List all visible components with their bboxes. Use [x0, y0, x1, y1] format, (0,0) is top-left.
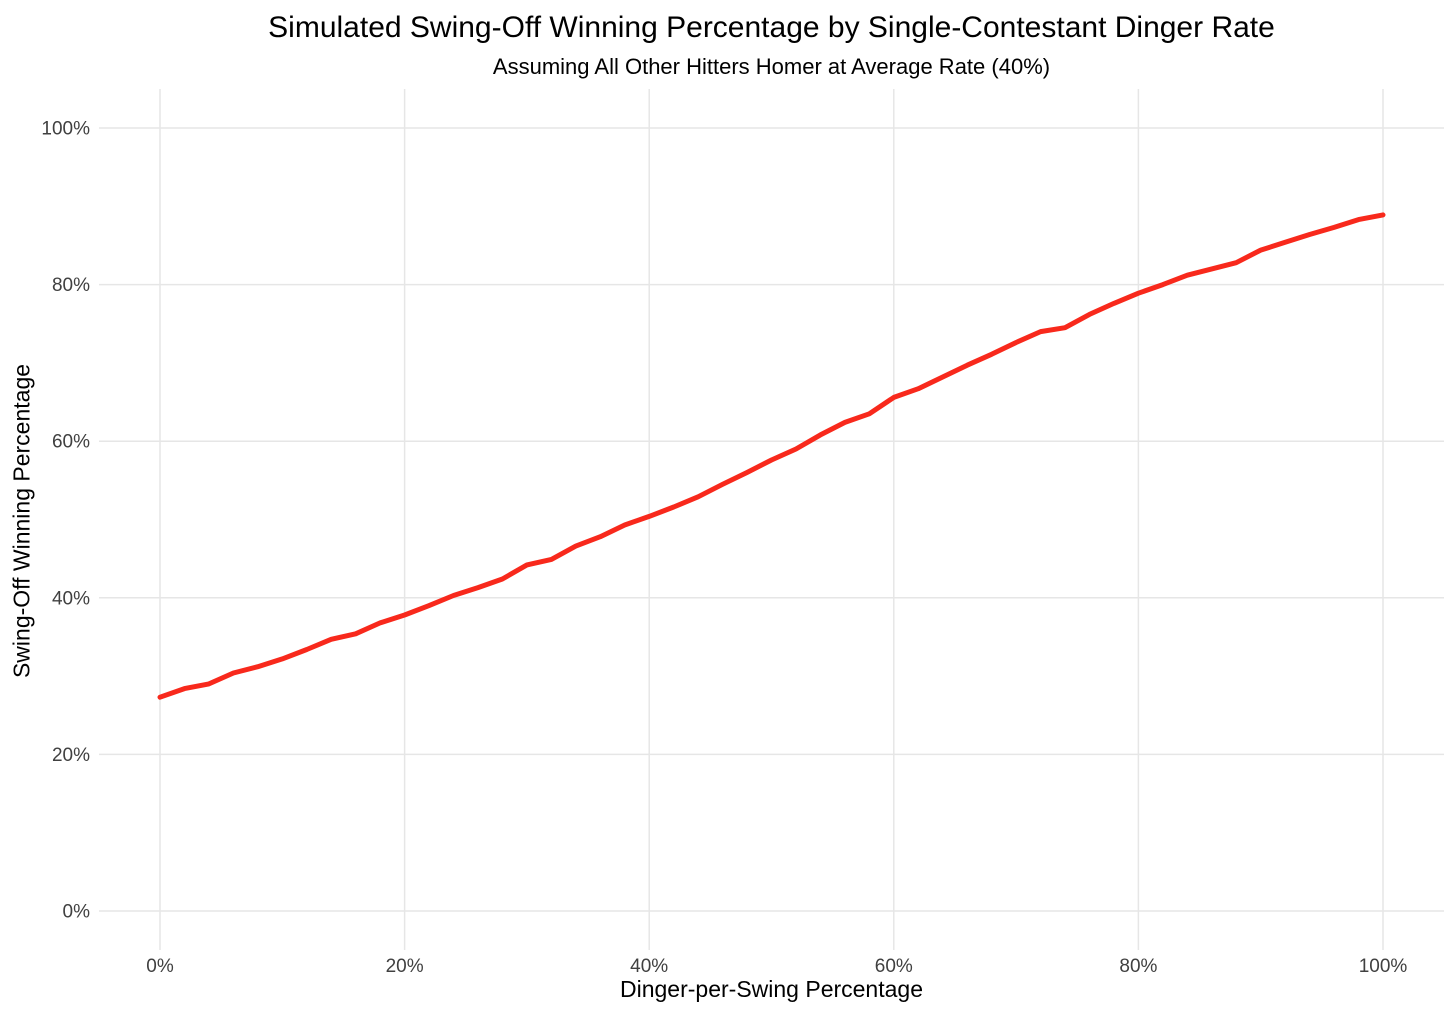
y-tick-label: 100% [41, 118, 90, 139]
chart-title: Simulated Swing-Off Winning Percentage b… [268, 11, 1275, 44]
series-line [157, 212, 1386, 700]
y-tick-label: 60% [52, 432, 90, 453]
gridlines [99, 89, 1444, 950]
x-tick-label: 0% [146, 956, 174, 977]
x-tick-label: 60% [875, 956, 913, 977]
x-tick-label: 100% [1359, 956, 1408, 977]
y-axis-title: Swing-Off Winning Percentage [8, 363, 35, 679]
y-tick-label: 80% [52, 275, 90, 296]
x-axis-title: Dinger-per-Swing Percentage [620, 976, 923, 1002]
chart-subtitle: Assuming All Other Hitters Homer at Aver… [492, 54, 1051, 79]
x-tick-label: 40% [630, 956, 668, 977]
series-group [157, 212, 1386, 700]
y-tick-label: 40% [52, 588, 90, 609]
x-tick-label: 80% [1119, 956, 1157, 977]
x-tick-labels: 0% 20% 40% 60% 80% 100% [146, 956, 1407, 977]
x-tick-label: 20% [386, 956, 424, 977]
y-tick-label: 0% [63, 901, 91, 922]
y-tick-labels: 0% 20% 40% 60% 80% 100% [41, 118, 90, 922]
y-tick-label: 20% [52, 745, 90, 766]
